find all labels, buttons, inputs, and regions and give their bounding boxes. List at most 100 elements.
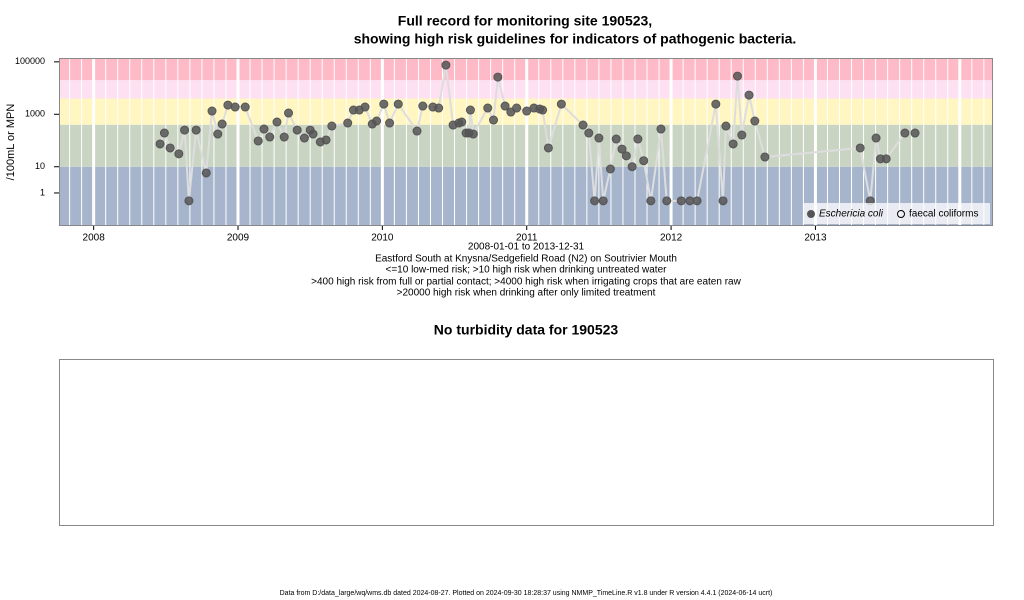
data-point <box>284 108 294 118</box>
data-point <box>483 103 493 113</box>
data-point <box>393 99 403 109</box>
data-point <box>728 139 738 149</box>
data-point <box>732 71 742 81</box>
data-point <box>299 133 309 143</box>
data-point <box>692 196 702 206</box>
data-point <box>201 168 211 178</box>
data-point <box>493 72 503 82</box>
data-point <box>611 134 621 144</box>
legend-label: Eschericia coli <box>819 209 884 220</box>
x-tick-label: 2009 <box>227 233 250 244</box>
data-point <box>308 129 318 139</box>
chart-title: showing high risk guidelines for indicat… <box>354 31 797 47</box>
data-point <box>737 130 747 140</box>
empty-panel <box>59 359 994 526</box>
legend-label: faecal coliforms <box>909 209 978 220</box>
data-point <box>721 121 731 131</box>
data-point <box>259 124 269 134</box>
data-point <box>594 133 604 143</box>
data-point <box>321 135 331 145</box>
data-point <box>543 143 553 153</box>
data-point <box>292 125 302 135</box>
data-point <box>468 129 478 139</box>
data-point <box>434 103 444 113</box>
data-point <box>584 128 594 138</box>
data-point <box>871 133 881 143</box>
data-point <box>457 117 467 127</box>
data-point <box>662 196 672 206</box>
data-point <box>538 105 548 115</box>
data-point <box>217 119 227 129</box>
data-point <box>578 120 588 130</box>
x-tick-label: 2010 <box>371 233 394 244</box>
data-point <box>633 134 643 144</box>
data-point <box>500 101 510 111</box>
data-point <box>744 90 754 100</box>
x-axis-label: >20000 high risk when drinking after onl… <box>397 288 656 299</box>
data-point <box>512 103 522 113</box>
data-point <box>590 196 600 206</box>
data-point <box>379 99 389 109</box>
chart-title: Full record for monitoring site 190523, <box>398 13 652 29</box>
data-point <box>711 99 721 109</box>
legend-marker <box>897 210 905 218</box>
y-tick-label: 1 <box>40 187 45 197</box>
data-point <box>676 196 686 206</box>
data-point <box>372 116 382 126</box>
y-tick-label: 1000 <box>25 109 45 119</box>
data-point <box>441 60 451 70</box>
data-point <box>265 132 275 142</box>
data-point <box>556 99 566 109</box>
data-point <box>639 156 649 166</box>
data-point <box>207 106 217 116</box>
data-point <box>598 196 608 206</box>
data-point <box>621 151 631 161</box>
plot-area: 1 10 1000 100000 2008 2009 2010 2011 2012 2013 Esc… <box>15 56 993 244</box>
data-point <box>385 118 395 128</box>
data-point <box>656 124 666 134</box>
data-point <box>165 143 175 153</box>
data-point <box>223 100 233 110</box>
data-point <box>412 126 422 136</box>
data-point <box>343 118 353 128</box>
data-point <box>253 136 263 146</box>
data-point <box>240 102 250 112</box>
y-axis-label: /100mL or MPN <box>5 104 17 181</box>
x-tick-label: 2008 <box>83 233 106 244</box>
data-point <box>418 101 428 111</box>
data-point <box>627 162 637 172</box>
data-point <box>855 143 865 153</box>
data-point <box>760 152 770 162</box>
x-axis-label: >400 high risk from full or partial cont… <box>311 277 741 288</box>
data-point <box>230 102 240 112</box>
data-point <box>718 196 728 206</box>
data-point <box>155 139 165 149</box>
x-axis-label: <=10 low-med risk; >10 high risk when dr… <box>386 265 668 276</box>
data-point <box>174 149 184 159</box>
data-point <box>646 196 656 206</box>
y-tick-label: 10 <box>35 161 45 171</box>
x-axis-label: 2008-01-01 to 2013-12-31 <box>468 242 585 253</box>
data-point <box>489 115 499 125</box>
data-point <box>881 154 891 164</box>
data-point <box>272 117 282 127</box>
data-point <box>750 116 760 126</box>
data-point <box>910 128 920 138</box>
y-tick-label: 100000 <box>15 56 45 66</box>
data-point <box>184 196 194 206</box>
legend-box <box>803 203 990 224</box>
x-tick-label: 2012 <box>660 233 683 244</box>
data-point <box>900 128 910 138</box>
x-tick-label: 2013 <box>804 233 827 244</box>
data-point <box>213 129 223 139</box>
x-axis-label: Eastford South at Knysna/Sedgefield Road… <box>375 254 677 265</box>
data-point <box>360 102 370 112</box>
data-point <box>180 125 190 135</box>
data-point <box>617 144 627 154</box>
data-point <box>159 128 169 138</box>
series-line <box>159 64 915 202</box>
data-point <box>191 125 201 135</box>
chart-title: No turbidity data for 190523 <box>434 322 619 338</box>
x-tick-label: 2011 <box>516 233 538 244</box>
